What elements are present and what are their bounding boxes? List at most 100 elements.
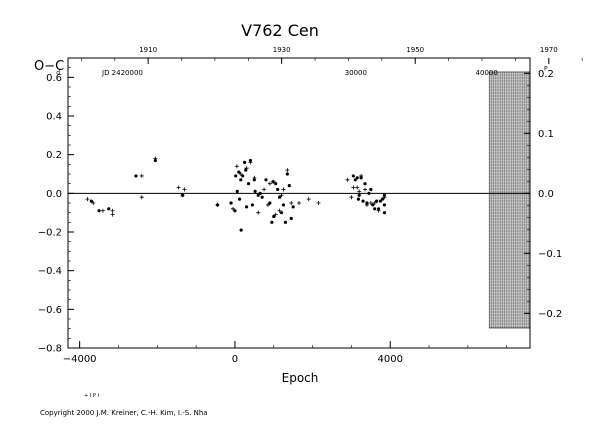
year-tick-label: 1970 <box>540 46 558 54</box>
right-tick-label: 0.2 <box>538 69 554 80</box>
x-tick-label: 4000 <box>378 354 403 365</box>
data-point-dot <box>235 189 239 193</box>
chart-title: V762 Cen <box>241 21 319 40</box>
data-point-dot <box>376 207 381 211</box>
data-point-dot <box>361 199 365 203</box>
data-point-dot <box>246 182 251 186</box>
data-point-plus <box>139 173 144 178</box>
data-point-dot <box>272 214 276 219</box>
data-point-dot <box>134 174 138 178</box>
data-point-dot <box>215 203 220 207</box>
data-point-plus <box>176 185 181 190</box>
data-point-dot <box>359 176 363 180</box>
copyright-text: Copyright 2000 J.M. Kreiner, C.-H. Kim, … <box>40 409 208 417</box>
x-tick-label: 0 <box>232 354 238 365</box>
data-point-dot <box>250 203 255 207</box>
data-point-dot <box>371 203 375 207</box>
data-point-dot <box>244 205 249 209</box>
data-point-plus <box>357 189 362 194</box>
y-tick-marker: d <box>56 69 60 76</box>
data-point-dot <box>382 193 387 197</box>
data-point-plus <box>289 201 294 205</box>
data-point-plus <box>238 172 243 176</box>
data-point-dot <box>353 178 357 182</box>
data-point-dot <box>355 176 359 180</box>
data-point-dot <box>375 199 379 203</box>
data-point-plus <box>265 202 270 207</box>
data-point-dot <box>289 216 293 221</box>
data-point-plus <box>100 208 105 213</box>
data-point-dot <box>363 182 367 186</box>
data-point-dot <box>276 187 280 192</box>
data-point-plus <box>281 187 286 192</box>
data-point-dot <box>89 199 93 203</box>
data-point-dot <box>380 197 385 201</box>
data-point-plus <box>306 197 311 202</box>
hatched-region <box>488 71 531 329</box>
data-point-dot <box>239 178 243 182</box>
legend-text: + I P I <box>84 393 99 399</box>
data-point-plus <box>110 212 115 217</box>
hatched-band <box>488 71 531 329</box>
right-tick-label: 0.1 <box>538 129 554 140</box>
data-point-dot <box>270 220 274 224</box>
y-tick-label: 0.4 <box>46 112 62 123</box>
data-point-dot <box>234 174 238 178</box>
data-point-plus <box>368 201 373 205</box>
data-point-plus <box>85 197 90 202</box>
data-point-plus <box>231 206 235 211</box>
right-tick-label: −0.1 <box>538 249 562 260</box>
data-point-plus <box>345 177 350 182</box>
data-point-dot <box>378 199 383 203</box>
data-point-dot <box>369 187 373 192</box>
data-point-dot <box>277 195 282 199</box>
data-point-dot <box>248 158 253 163</box>
data-point-dot <box>382 211 387 215</box>
data-point-plus <box>363 187 367 192</box>
data-point-plus <box>256 210 261 215</box>
data-point-plus <box>372 201 377 205</box>
data-point-plus <box>234 164 239 169</box>
data-point-dot <box>271 180 275 184</box>
jd-tick-label: 40000 <box>476 69 498 77</box>
data-point-dot <box>287 184 291 188</box>
data-point-dot <box>107 207 111 211</box>
data-point-plus <box>277 208 282 213</box>
data-point-dot <box>357 193 361 197</box>
data-point-plus <box>110 208 115 213</box>
data-point-plus <box>285 168 290 173</box>
data-point-dot <box>229 201 233 205</box>
y-axis-label: O−C <box>34 59 64 74</box>
data-point-dot <box>283 220 288 224</box>
right-tick-label: 0.0 <box>538 189 554 200</box>
data-point-dot <box>238 197 242 201</box>
data-point-dot <box>241 174 245 178</box>
data-point-dot <box>373 207 377 211</box>
data-point-plus <box>267 181 272 186</box>
data-point-dot <box>365 201 369 205</box>
y-tick-label: 0.6 <box>46 73 62 84</box>
data-point-plus <box>279 193 284 198</box>
data-point-dot <box>237 170 241 174</box>
year-tick-label: 1950 <box>406 46 424 54</box>
data-point-plus <box>355 185 360 190</box>
data-point-dot <box>258 191 262 195</box>
data-point-dot <box>268 201 272 205</box>
data-point-dot <box>351 174 355 178</box>
data-point-dot <box>243 160 247 164</box>
data-point-dot <box>382 203 387 207</box>
data-point-dot <box>256 193 260 197</box>
data-point-plus <box>297 201 301 205</box>
data-point-dot <box>367 191 371 195</box>
data-point-dot <box>281 203 286 207</box>
data-point-plus <box>182 187 187 192</box>
y-tick-label: −0.8 <box>38 344 62 355</box>
data-point-dot <box>264 178 268 182</box>
data-point-dot <box>252 178 256 182</box>
data-point-plus <box>273 212 278 217</box>
x-axis-label: Epoch <box>282 371 319 385</box>
data-point-dot <box>97 209 101 213</box>
y-tick-label: 0.2 <box>46 150 62 161</box>
plot-frame <box>67 57 531 349</box>
